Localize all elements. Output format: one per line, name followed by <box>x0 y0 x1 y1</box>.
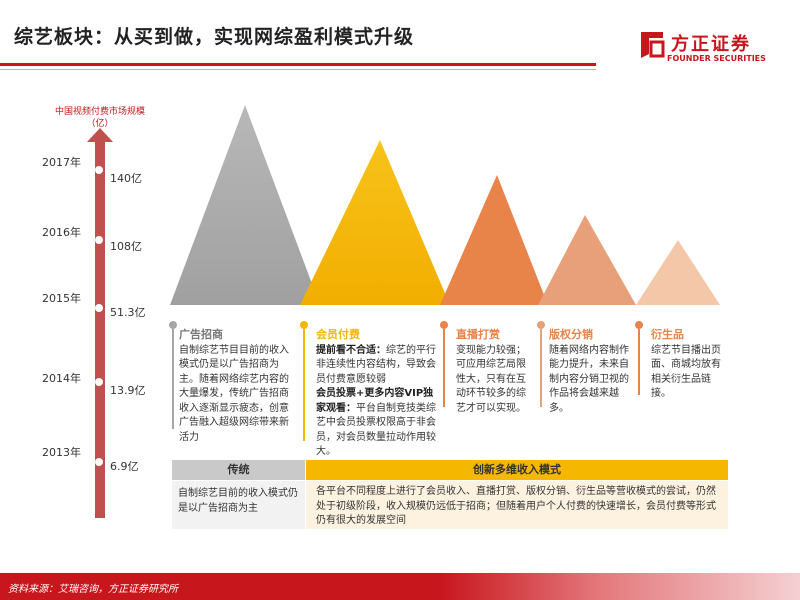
triangle-advertising <box>170 105 320 305</box>
market-value: 13.9亿 <box>110 384 146 397</box>
col-marker <box>300 321 308 329</box>
axis-dot <box>95 378 103 386</box>
col-bold-phrase: 提前看不合适： <box>316 344 386 356</box>
triangle-copyright <box>538 215 636 305</box>
axis-title: 中国视频付费市场规模（亿） <box>54 107 145 129</box>
page-title: 综艺板块：从买到做，实现网综盈利模式升级 <box>14 26 415 48</box>
market-size-arrow <box>87 128 113 518</box>
col-heading: 直播打赏 <box>456 328 500 341</box>
year-label: 2016年 <box>42 226 81 239</box>
year-label: 2013年 <box>42 446 81 459</box>
founder-logo: 方正证券 FOUNDER SECURITIES <box>635 30 795 70</box>
year-label: 2017年 <box>42 156 81 169</box>
market-value: 140亿 <box>110 172 142 185</box>
col-bold-phrase: 会员投票+更多内容VIP独家观看： <box>316 388 434 414</box>
table-cell-innovative: 各平台不同程度上进行了会员收入、直播打赏、版权分销、衍生品等营收模式的尝试，仍然… <box>306 481 728 529</box>
col-text: 综艺的平行非连续性内容结构，导致会员付费意愿较弱 <box>316 344 436 385</box>
col-marker <box>635 321 643 329</box>
col-heading: 衍生品 <box>651 328 684 341</box>
col-heading: 会员付费 <box>316 328 360 341</box>
logo-text-en: FOUNDER SECURITIES <box>667 54 766 63</box>
col-line <box>638 329 640 395</box>
axis-dot <box>95 304 103 312</box>
title-underline-thin <box>0 69 596 70</box>
table-header-traditional: 传统 <box>172 460 305 480</box>
col-marker <box>440 321 448 329</box>
col-merchandise: 衍生品 综艺节目播出页面、商城均放有相关衍生品链接。 <box>651 328 727 402</box>
market-value: 108亿 <box>110 240 142 253</box>
col-line <box>172 329 174 429</box>
founder-logo-icon <box>641 32 665 58</box>
col-advertising: 广告招商 自制综艺节目目前的收入模式仍是以广告招商为主。随着网络综艺内容的大量爆… <box>179 328 296 445</box>
col-heading: 版权分销 <box>549 328 593 341</box>
source-note: 资料来源：艾瑞咨询，方正证券研究所 <box>8 584 178 595</box>
col-live-tips: 直播打赏 变现能力较强；可应用综艺局限性大，只有在互动环节较多的综艺才可以实现。 <box>456 328 534 416</box>
logo-text-cn: 方正证券 <box>671 34 751 55</box>
col-marker <box>169 321 177 329</box>
triangle-merchandise <box>636 240 720 305</box>
market-value: 51.3亿 <box>110 306 146 319</box>
year-label: 2015年 <box>42 292 81 305</box>
col-text: 平台自制竞技类综艺中会员投票权限高于非会员，对会员数量拉动作用较大。 <box>316 402 436 458</box>
col-body: 自制综艺节目目前的收入模式仍是以广告招商为主。随着网络综艺内容的大量爆发，传统广… <box>179 344 289 443</box>
col-line <box>540 329 542 407</box>
year-label: 2014年 <box>42 372 81 385</box>
col-marker <box>537 321 545 329</box>
col-line <box>443 329 445 407</box>
axis-dot <box>95 458 103 466</box>
col-body: 会员投票+更多内容VIP独家观看：平台自制竞技类综艺中会员投票权限高于非会员，对… <box>316 387 440 460</box>
col-line <box>303 329 305 441</box>
title-underline <box>0 63 596 66</box>
col-body: 综艺节目播出页面、商城均放有相关衍生品链接。 <box>651 344 721 400</box>
axis-dot <box>95 236 103 244</box>
triangle-membership <box>300 140 450 305</box>
col-membership: 会员付费 提前看不合适：综艺的平行非连续性内容结构，导致会员付费意愿较弱 会员投… <box>316 328 440 460</box>
col-copyright: 版权分销 随着网络内容制作能力提升，未来自制内容分销卫视的作品将会越来越多。 <box>549 328 633 416</box>
market-value: 6.9亿 <box>110 460 139 473</box>
col-body: 变现能力较强；可应用综艺局限性大，只有在互动环节较多的综艺才可以实现。 <box>456 344 526 414</box>
col-heading: 广告招商 <box>179 328 223 341</box>
col-body: 提前看不合适：综艺的平行非连续性内容结构，导致会员付费意愿较弱 <box>316 344 440 388</box>
table-header-innovative: 创新多维收入模式 <box>306 460 728 480</box>
triangle-live-tips <box>440 175 548 305</box>
col-body: 随着网络内容制作能力提升，未来自制内容分销卫视的作品将会越来越多。 <box>549 344 629 414</box>
table-cell-traditional: 自制综艺目前的收入模式仍是以广告招商为主 <box>172 481 305 529</box>
axis-dot <box>95 166 103 174</box>
footer-bar <box>0 573 800 600</box>
